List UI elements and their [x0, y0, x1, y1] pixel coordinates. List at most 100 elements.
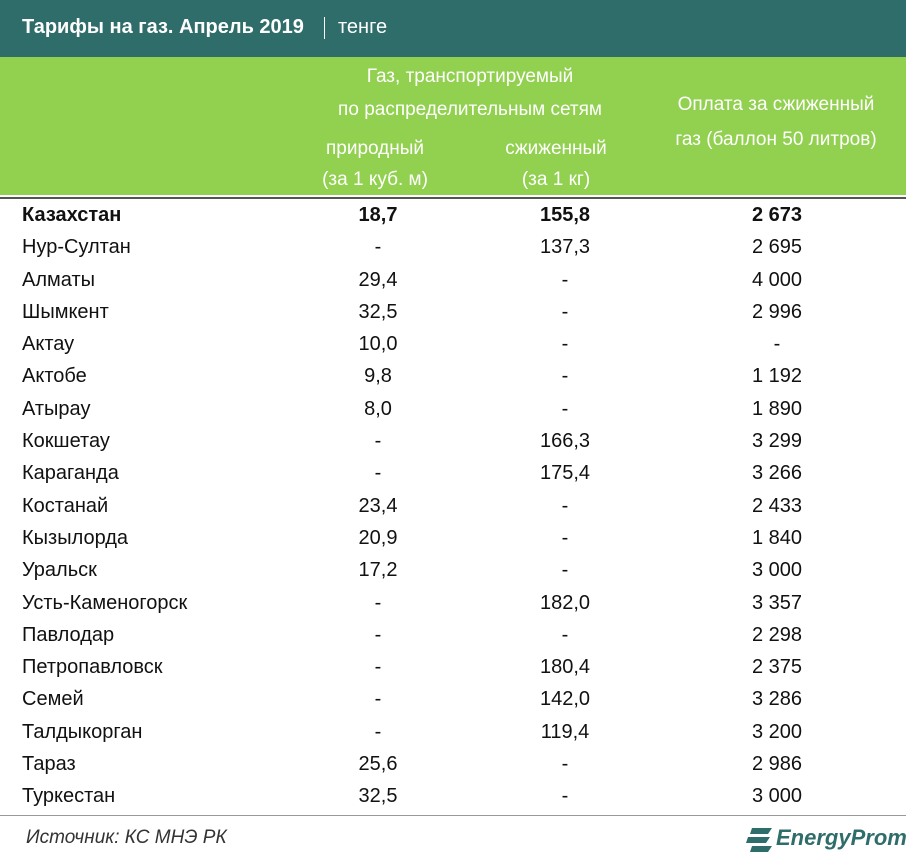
cell: 3 266	[751, 462, 803, 485]
cell: 155,8	[539, 204, 591, 226]
group-header: по распределительным сетям	[338, 99, 602, 120]
cell: 137,3	[539, 236, 591, 259]
cell: -	[374, 720, 382, 743]
separator	[324, 17, 325, 39]
table-row: Караганда - 175,4 3 266	[0, 457, 906, 489]
cell: -	[561, 785, 569, 808]
table-row: Нур-Султан - 137,3 2 695	[0, 231, 906, 263]
cell: 2 695	[751, 236, 803, 259]
table-row: Талдыкорган - 119,4 3 200	[0, 716, 906, 748]
region: Семей	[22, 688, 84, 711]
cell: 9,8	[364, 365, 392, 388]
cell: -	[374, 591, 382, 614]
table-row: Кызылорда 20,9 - 1 840	[0, 522, 906, 554]
cell: -	[374, 462, 382, 485]
cell: 3 299	[751, 430, 803, 453]
column-header: сжиженный	[505, 138, 607, 159]
cell: -	[374, 656, 382, 679]
cell: -	[561, 559, 569, 582]
cell: -	[561, 333, 569, 356]
region: Кызылорда	[22, 526, 129, 549]
cell: -	[374, 430, 382, 453]
cell: 3 357	[751, 591, 803, 614]
region: Актау	[22, 333, 75, 356]
logo: EnergyProm	[776, 825, 906, 850]
cell: -	[374, 623, 382, 646]
cell: -	[561, 623, 569, 646]
region: Уральск	[22, 559, 97, 582]
cell: 2 986	[751, 753, 803, 776]
cell: 32,5	[358, 300, 398, 323]
column-header: (за 1 куб. м)	[322, 169, 428, 190]
table-row: Актау 10,0 - -	[0, 328, 906, 360]
region: Усть-Каменогорск	[22, 591, 188, 614]
region: Костанай	[22, 494, 109, 517]
cell: 29,4	[358, 268, 398, 291]
table-row: Казахстан 18,7 155,8 2 673	[0, 199, 906, 231]
cell: 2 298	[751, 623, 803, 646]
cell: 25,6	[358, 753, 398, 776]
cell: 166,3	[539, 430, 591, 453]
cell: 3 200	[751, 720, 803, 743]
table-row: Семей - 142,0 3 286	[0, 683, 906, 715]
region: Нур-Султан	[22, 236, 131, 259]
column-header: (за 1 кг)	[521, 169, 591, 190]
unit: тенге	[338, 16, 388, 38]
cell: 182,0	[539, 591, 591, 614]
cell: 18,7	[358, 204, 398, 226]
logo-icon	[746, 828, 772, 852]
region: Шымкент	[22, 300, 109, 323]
cell: -	[773, 333, 781, 356]
title-bar: Тарифы на газ. Апрель 2019 тенге	[0, 0, 906, 57]
column-header: природный	[325, 138, 425, 159]
table-row: Атырау 8,0 - 1 890	[0, 393, 906, 425]
region: Талдыкорган	[22, 720, 143, 743]
source: Источник: КС МНЭ РК	[26, 827, 227, 848]
region: Алматы	[22, 268, 95, 291]
cell: 32,5	[358, 785, 398, 808]
table-row: Кокшетау - 166,3 3 299	[0, 425, 906, 457]
cell: 3 286	[751, 688, 803, 711]
cell: 10,0	[358, 333, 398, 356]
cell: -	[561, 300, 569, 323]
cell: -	[374, 236, 382, 259]
footer: Источник: КС МНЭ РК EnergyProm	[0, 815, 906, 865]
table-row: Петропавловск - 180,4 2 375	[0, 651, 906, 683]
cell: -	[561, 526, 569, 549]
group-header: Газ, транспортируемый	[366, 66, 574, 87]
region: Казахстан	[22, 204, 122, 226]
cell: 2 673	[751, 204, 803, 226]
table-header: Газ, транспортируемый по распределительн…	[0, 57, 906, 195]
cell: 119,4	[540, 720, 590, 743]
cell: 17,2	[358, 559, 398, 582]
cell: 8,0	[364, 397, 392, 420]
cell: -	[374, 688, 382, 711]
table-row: Уральск 17,2 - 3 000	[0, 554, 906, 586]
region: Атырау	[22, 397, 91, 420]
cell: 20,9	[358, 526, 398, 549]
region: Павлодар	[22, 623, 115, 646]
cell: 2 375	[751, 656, 803, 679]
cell: 2 996	[751, 300, 803, 323]
cell: 2 433	[751, 494, 803, 517]
cell: 1 840	[751, 526, 803, 549]
region: Тараз	[22, 753, 76, 776]
cell: 1 890	[751, 397, 803, 420]
cell: 23,4	[358, 494, 398, 517]
cell: 175,4	[539, 462, 591, 485]
table-row: Тараз 25,6 - 2 986	[0, 748, 906, 780]
cell: -	[561, 397, 569, 420]
cell: 4 000	[751, 268, 803, 291]
cell: -	[561, 268, 569, 291]
cell: 180,4	[539, 656, 591, 679]
table-row: Актобе 9,8 - 1 192	[0, 360, 906, 392]
table-row: Павлодар - - 2 298	[0, 619, 906, 651]
cell: 3 000	[751, 559, 803, 582]
column-header: газ (баллон 50 литров)	[675, 129, 877, 150]
table-row: Усть-Каменогорск - 182,0 3 357	[0, 587, 906, 619]
region: Кокшетау	[22, 430, 110, 453]
cell: 1 192	[751, 365, 803, 388]
region: Актобе	[22, 365, 87, 388]
table-row: Туркестан 32,5 - 3 000	[0, 780, 906, 812]
